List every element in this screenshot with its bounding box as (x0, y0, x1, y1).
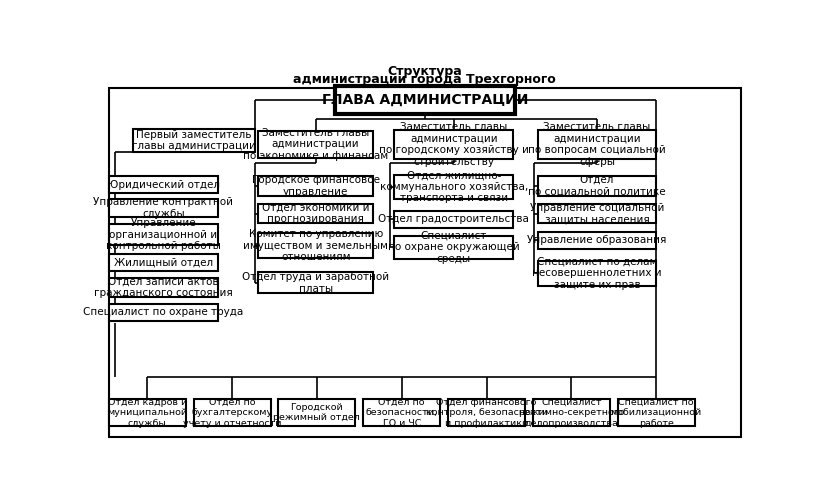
FancyBboxPatch shape (537, 130, 656, 159)
FancyBboxPatch shape (537, 260, 656, 285)
FancyBboxPatch shape (278, 399, 355, 426)
FancyBboxPatch shape (108, 224, 218, 246)
Text: Управление образования: Управление образования (527, 236, 666, 246)
FancyBboxPatch shape (108, 254, 218, 271)
Text: ГЛАВА АДМИНИСТРАЦИИ: ГЛАВА АДМИНИСТРАЦИИ (321, 93, 527, 107)
Text: Комитет по управлению
имуществом и земельным
отношениям: Комитет по управлению имуществом и земел… (243, 229, 388, 262)
Text: Городское финансовое
управление: Городское финансовое управление (252, 175, 379, 197)
Text: Управление контрактной
службы: Управление контрактной службы (94, 197, 233, 219)
Text: Отдел труда и заработной
платы: Отдел труда и заработной платы (242, 272, 388, 293)
FancyBboxPatch shape (194, 399, 270, 426)
Text: Заместитель главы
администрации
по городскому хозяйству и
строительству: Заместитель главы администрации по город… (378, 122, 528, 167)
Text: Структура: Структура (387, 65, 462, 78)
Text: Управление
организационной и
контрольной работы: Управление организационной и контрольной… (106, 218, 220, 251)
FancyBboxPatch shape (537, 176, 656, 196)
FancyBboxPatch shape (394, 236, 513, 259)
FancyBboxPatch shape (258, 272, 373, 293)
FancyBboxPatch shape (108, 176, 218, 193)
FancyBboxPatch shape (394, 175, 513, 199)
Text: Специалист по охране труда: Специалист по охране труда (83, 307, 243, 317)
FancyBboxPatch shape (108, 199, 218, 217)
Text: Специалист по
мобилизационной
работе: Специалист по мобилизационной работе (609, 398, 701, 428)
FancyBboxPatch shape (532, 399, 609, 426)
FancyBboxPatch shape (394, 211, 513, 228)
FancyBboxPatch shape (258, 204, 373, 223)
Text: Заместитель главы
администрации
по вопросам социальной
сферы: Заместитель главы администрации по вопро… (527, 122, 665, 167)
Text: Специалист
по охране окружающей
среды: Специалист по охране окружающей среды (388, 231, 519, 264)
FancyBboxPatch shape (394, 130, 513, 159)
Text: Отдел градостроительства: Отдел градостроительства (378, 215, 528, 225)
Text: Отдел жилищно-
коммунального хозяйства,
транспорта и связи: Отдел жилищно- коммунального хозяйства, … (379, 170, 527, 203)
FancyBboxPatch shape (258, 131, 373, 158)
FancyBboxPatch shape (258, 176, 373, 196)
Text: Отдел финансового
контроля, безопасности
и профилактики: Отдел финансового контроля, безопасности… (425, 398, 546, 428)
Text: Специалист
режимно-секретного
делопроизводства: Специалист режимно-секретного делопроизв… (518, 398, 623, 428)
Text: Отдел
по социальной политике: Отдел по социальной политике (527, 175, 665, 197)
FancyBboxPatch shape (258, 234, 373, 258)
FancyBboxPatch shape (617, 399, 694, 426)
Text: Отдел экономики и
прогнозирования: Отдел экономики и прогнозирования (262, 203, 369, 225)
Text: Отдел по
безопасности,
ГО и ЧС: Отдел по безопасности, ГО и ЧС (365, 398, 437, 428)
Text: Заместитель главы
администрации
по экономике и финансам: Заместитель главы администрации по эконо… (243, 128, 388, 161)
FancyBboxPatch shape (537, 232, 656, 249)
FancyBboxPatch shape (108, 304, 218, 321)
Text: администрации города Трехгорного: администрации города Трехгорного (293, 72, 556, 86)
Text: Отдел кадров и
муниципальной
службы: Отдел кадров и муниципальной службы (107, 398, 187, 428)
FancyBboxPatch shape (363, 399, 440, 426)
FancyBboxPatch shape (108, 399, 185, 426)
FancyBboxPatch shape (335, 86, 514, 114)
Text: Отдел по
бухгалтерскому
учету и отчетности: Отдел по бухгалтерскому учету и отчетнос… (183, 398, 281, 428)
FancyBboxPatch shape (108, 278, 218, 297)
Text: Жилищный отдел: Жилищный отдел (113, 258, 213, 268)
FancyBboxPatch shape (537, 204, 656, 223)
FancyBboxPatch shape (132, 129, 254, 153)
Text: Юридический отдел: Юридический отдел (107, 180, 219, 190)
Text: Первый заместитель
главы администрации: Первый заместитель главы администрации (132, 130, 255, 151)
FancyBboxPatch shape (447, 399, 524, 426)
Text: Отдел записи актов
гражданского состояния: Отдел записи актов гражданского состояни… (94, 276, 233, 298)
Text: Городской
режимный отдел: Городской режимный отдел (273, 403, 360, 422)
Text: Специалист по делам
несовершеннолетних и
защите их прав: Специалист по делам несовершеннолетних и… (532, 256, 661, 290)
Text: Управление социальной
защиты населения: Управление социальной защиты населения (529, 203, 663, 225)
